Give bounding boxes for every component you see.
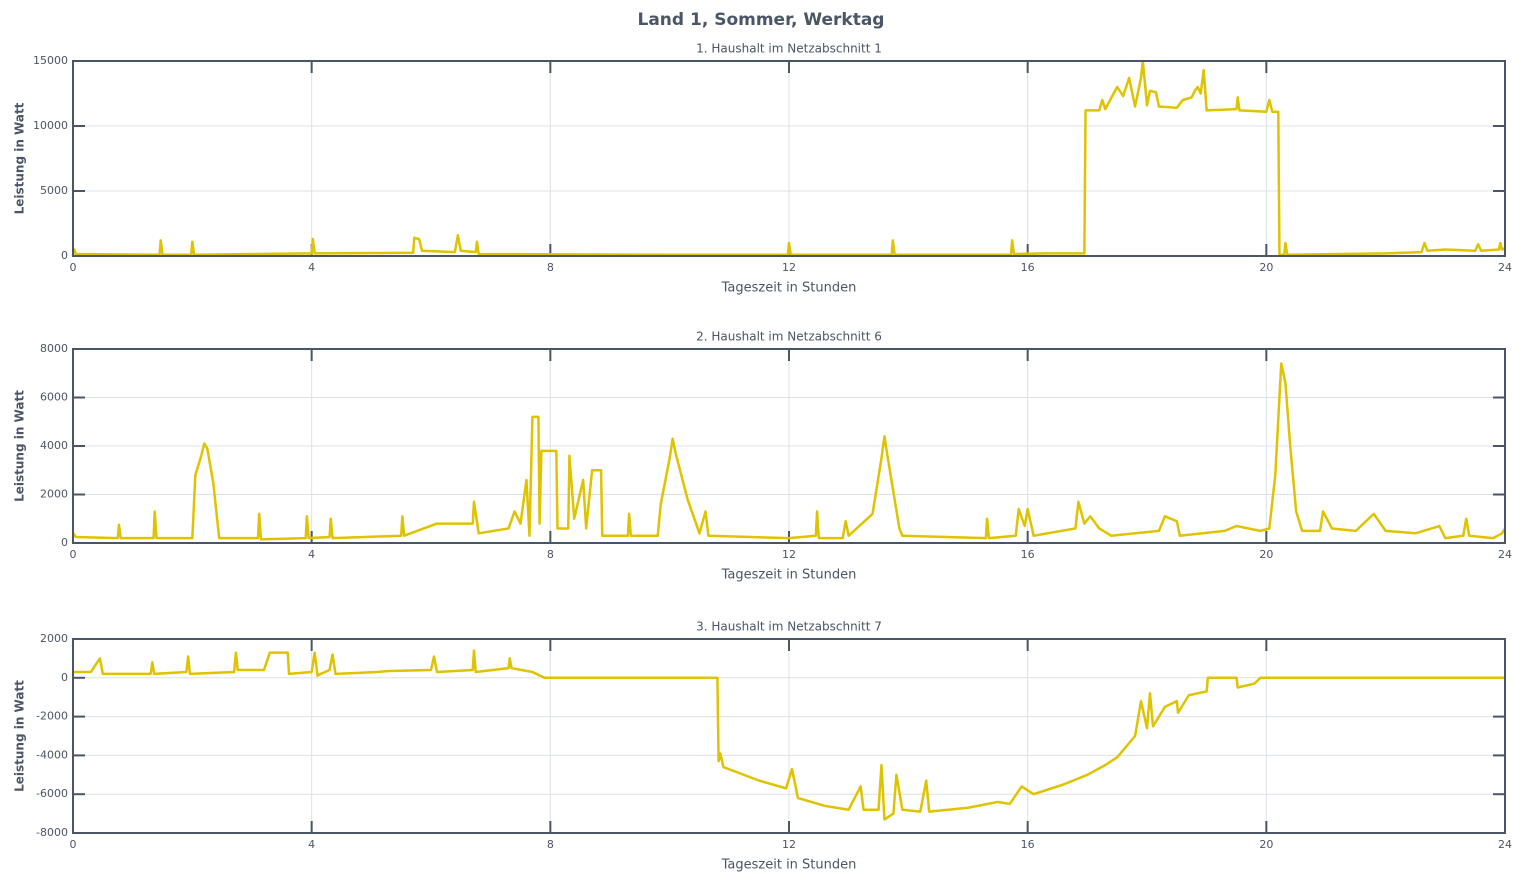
x-axis-label: Tageszeit in Stunden xyxy=(721,568,857,583)
y-tick-label: 10000 xyxy=(33,119,68,132)
y-tick-label: 6000 xyxy=(40,391,68,404)
data-line xyxy=(73,649,1505,821)
x-tick-label: 20 xyxy=(1259,838,1273,851)
x-tick-label: 8 xyxy=(547,261,554,274)
y-tick-label: 2000 xyxy=(40,632,68,645)
x-tick-label: 20 xyxy=(1259,548,1273,561)
x-tick-label: 12 xyxy=(782,838,796,851)
y-tick-label: 15000 xyxy=(33,54,68,67)
x-tick-label: 12 xyxy=(782,548,796,561)
x-tick-label: 20 xyxy=(1259,261,1273,274)
x-tick-label: 8 xyxy=(547,548,554,561)
x-tick-label: 24 xyxy=(1498,261,1512,274)
y-axis-label: Leistung in Watt xyxy=(13,102,27,214)
y-tick-label: -6000 xyxy=(36,787,68,800)
x-tick-label: 4 xyxy=(308,548,315,561)
x-tick-label: 0 xyxy=(70,548,77,561)
y-tick-label: -2000 xyxy=(36,710,68,723)
y-tick-label: 5000 xyxy=(40,184,68,197)
y-tick-label: 4000 xyxy=(40,439,68,452)
x-axis-label: Tageszeit in Stunden xyxy=(721,858,857,873)
x-axis-label: Tageszeit in Stunden xyxy=(721,281,857,296)
plot-frame xyxy=(72,638,1506,834)
subplot-title: 1. Haushalt im Netzabschnitt 1 xyxy=(696,42,882,56)
x-tick-label: 4 xyxy=(308,261,315,274)
y-tick-label: -8000 xyxy=(36,826,68,839)
x-tick-label: 16 xyxy=(1021,261,1035,274)
x-tick-label: 16 xyxy=(1021,548,1035,561)
x-tick-label: 16 xyxy=(1021,838,1035,851)
x-tick-label: 12 xyxy=(782,261,796,274)
y-tick-label: 0 xyxy=(61,671,68,684)
y-tick-label: 8000 xyxy=(40,342,68,355)
data-line xyxy=(72,362,1507,541)
plot-frame xyxy=(72,60,1506,257)
y-axis-label: Leistung in Watt xyxy=(13,390,27,502)
y-tick-label: 2000 xyxy=(40,488,68,501)
data-line xyxy=(71,59,1506,256)
x-tick-label: 0 xyxy=(70,261,77,274)
y-tick-label: 0 xyxy=(61,249,68,262)
x-tick-label: 0 xyxy=(70,838,77,851)
figure-title: Land 1, Sommer, Werktag xyxy=(638,10,885,30)
x-tick-label: 24 xyxy=(1498,838,1512,851)
x-tick-label: 24 xyxy=(1498,548,1512,561)
y-tick-label: -4000 xyxy=(36,748,68,761)
x-tick-label: 4 xyxy=(308,838,315,851)
plot-frame xyxy=(72,348,1506,544)
y-tick-label: 0 xyxy=(61,536,68,549)
y-axis-label: Leistung in Watt xyxy=(13,680,27,792)
subplot-title: 3. Haushalt im Netzabschnitt 7 xyxy=(696,620,882,634)
x-tick-label: 8 xyxy=(547,838,554,851)
subplot-title: 2. Haushalt im Netzabschnitt 6 xyxy=(696,330,882,344)
